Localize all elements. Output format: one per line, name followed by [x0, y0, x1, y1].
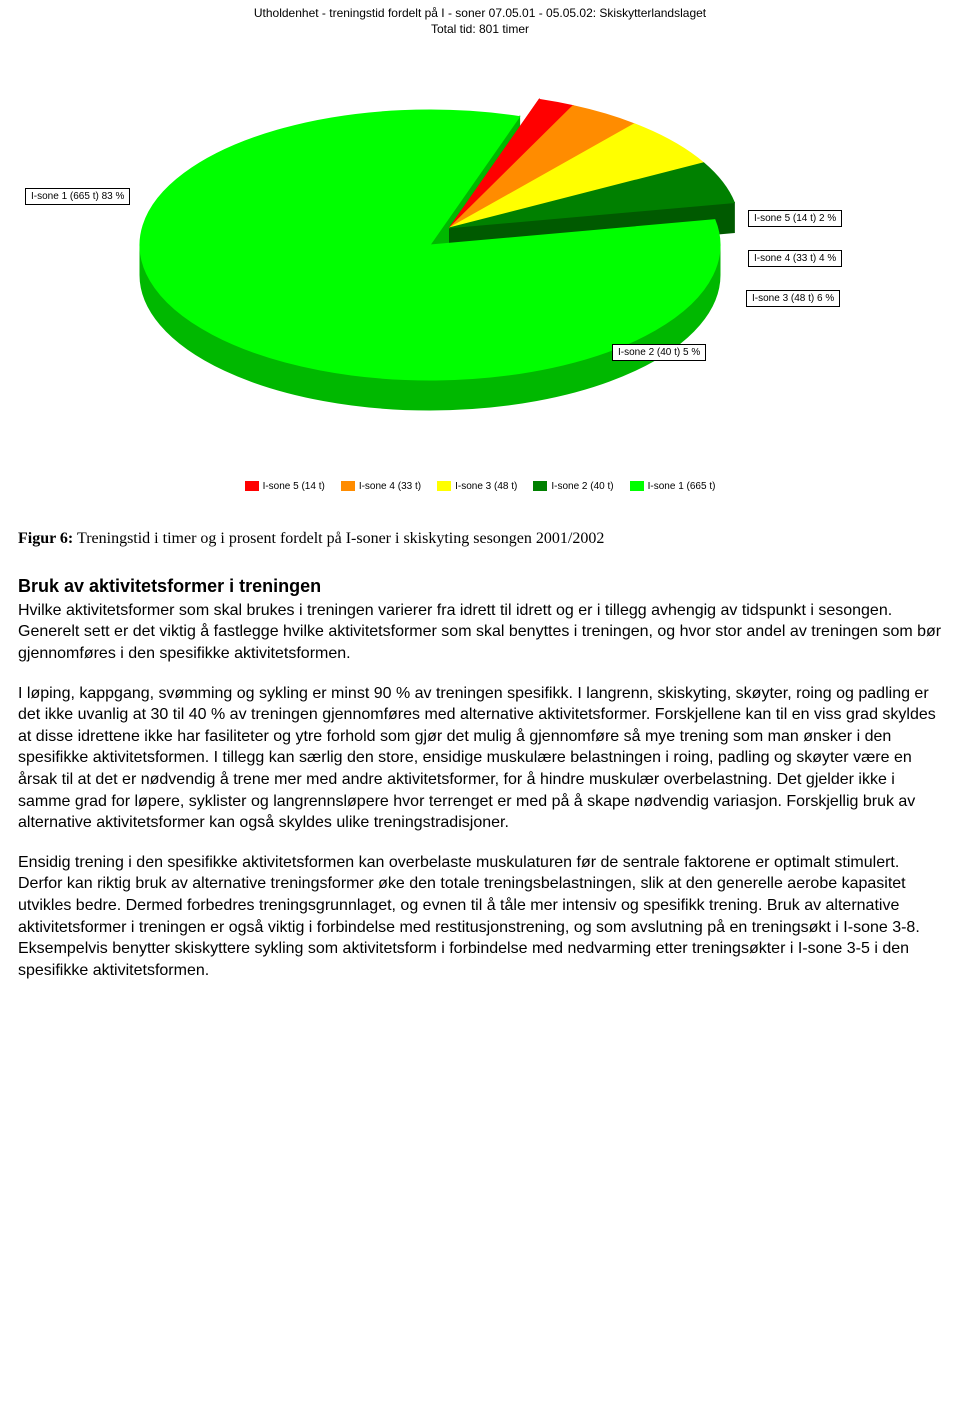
legend-item: I-sone 4 (33 t) — [341, 481, 421, 492]
caption-rest: Treningstid i timer og i prosent fordelt… — [73, 530, 604, 547]
chart-title: Utholdenhet - treningstid fordelt på I -… — [0, 0, 960, 37]
legend-swatch — [245, 481, 259, 491]
legend-item: I-sone 5 (14 t) — [245, 481, 325, 492]
pie-svg-wrap — [100, 60, 800, 440]
caption-bold: Figur 6: — [18, 530, 73, 547]
callout-label: I-sone 1 (665 t) 83 % — [25, 188, 130, 205]
legend-swatch — [341, 481, 355, 491]
figure-caption: Figur 6: Treningstid i timer og i prosen… — [18, 528, 942, 550]
section-heading: Bruk av aktivitetsformer i treningen — [18, 574, 942, 598]
pie-svg — [100, 60, 800, 440]
legend-item: I-sone 1 (665 t) — [630, 481, 716, 492]
paragraph-2: I løping, kappgang, svømming og sykling … — [18, 683, 942, 834]
legend-item: I-sone 2 (40 t) — [533, 481, 613, 492]
body-text: Figur 6: Treningstid i timer og i prosen… — [0, 500, 960, 1019]
callout-label: I-sone 2 (40 t) 5 % — [612, 344, 706, 361]
legend-swatch — [533, 481, 547, 491]
legend-item: I-sone 3 (48 t) — [437, 481, 517, 492]
chart-title-line2: Total tid: 801 timer — [431, 22, 529, 36]
callout-label: I-sone 4 (33 t) 4 % — [748, 250, 842, 267]
legend-label: I-sone 1 (665 t) — [648, 481, 716, 492]
legend-row: I-sone 5 (14 t) I-sone 4 (33 t) I-sone 3 (… — [0, 481, 960, 492]
pie-chart-area: Utholdenhet - treningstid fordelt på I -… — [0, 0, 960, 500]
legend-label: I-sone 5 (14 t) — [263, 481, 325, 492]
callout-label: I-sone 5 (14 t) 2 % — [748, 210, 842, 227]
paragraph-1: Hvilke aktivitetsformer som skal brukes … — [18, 600, 942, 665]
legend-label: I-sone 2 (40 t) — [551, 481, 613, 492]
chart-title-line1: Utholdenhet - treningstid fordelt på I -… — [254, 6, 706, 20]
legend-swatch — [630, 481, 644, 491]
paragraph-3: Ensidig trening i den spesifikke aktivit… — [18, 852, 942, 982]
callout-label: I-sone 3 (48 t) 6 % — [746, 290, 840, 307]
legend-label: I-sone 4 (33 t) — [359, 481, 421, 492]
legend-label: I-sone 3 (48 t) — [455, 481, 517, 492]
legend-swatch — [437, 481, 451, 491]
